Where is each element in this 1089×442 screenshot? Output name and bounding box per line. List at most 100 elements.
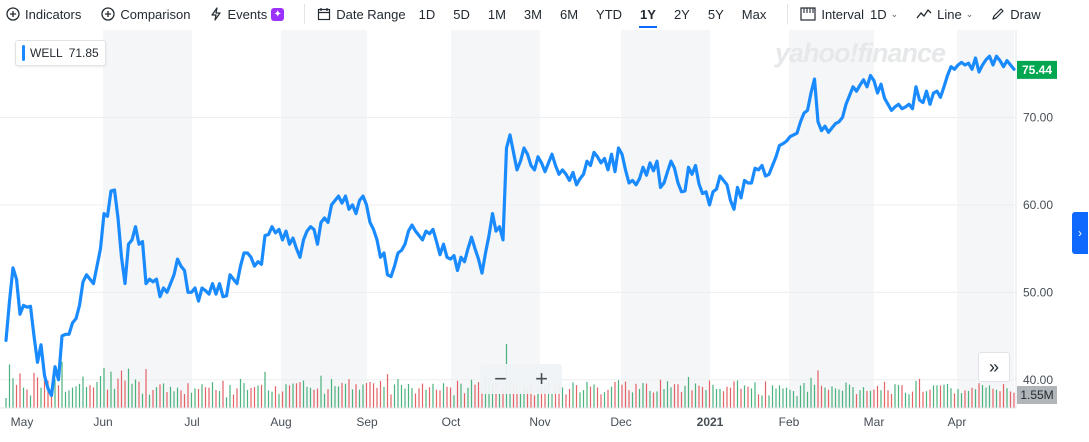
volume-bar bbox=[159, 384, 161, 408]
volume-bar bbox=[852, 387, 854, 408]
volume-bar bbox=[204, 387, 207, 408]
volume-bar bbox=[673, 384, 676, 408]
volume-bar bbox=[285, 384, 287, 408]
volume-bar bbox=[362, 384, 364, 408]
volume-bar bbox=[418, 388, 420, 408]
date-range-button[interactable]: Date Range bbox=[317, 6, 406, 22]
volume-bar bbox=[554, 385, 557, 408]
volume-bar bbox=[323, 393, 326, 408]
volume-bar bbox=[117, 378, 119, 408]
volume-bar bbox=[663, 388, 665, 408]
x-tick-label: Dec bbox=[610, 415, 631, 429]
volume-bar bbox=[943, 384, 945, 408]
volume-bar bbox=[54, 379, 56, 408]
volume-bar bbox=[929, 389, 931, 408]
volume-bar bbox=[201, 384, 203, 408]
range-selector: 1D 5D 1M 3M 6M YTD 1Y 2Y 5Y Max bbox=[410, 0, 776, 28]
volume-bar bbox=[463, 393, 466, 408]
range-1m[interactable]: 1M bbox=[487, 6, 506, 22]
volume-bar bbox=[666, 381, 669, 408]
y-tick-label: 60.00 bbox=[1023, 198, 1053, 212]
volume-bar bbox=[719, 388, 721, 408]
volume-bar bbox=[946, 383, 949, 408]
volume-bar bbox=[456, 380, 459, 408]
volume-bar bbox=[803, 382, 805, 408]
volume-bar bbox=[379, 381, 382, 408]
range-2y[interactable]: 2Y bbox=[673, 6, 690, 22]
price-chart[interactable]: 70.00 60.00 50.00 40.00 May Jun Jul Aug Sep Oct N… bbox=[0, 30, 1089, 442]
volume-bar bbox=[187, 383, 189, 408]
interval-value: 1D bbox=[869, 6, 887, 22]
volume-bar bbox=[449, 387, 452, 408]
volume-bar bbox=[194, 388, 196, 408]
volume-bar bbox=[134, 379, 137, 408]
scroll-forward-button[interactable]: » bbox=[978, 352, 1010, 382]
volume-bar bbox=[547, 382, 550, 408]
zoom-controls: − + bbox=[480, 364, 562, 394]
volume-bar bbox=[467, 387, 469, 408]
volume-bar bbox=[747, 386, 749, 408]
chart-type-button[interactable]: Line ⌄ bbox=[916, 7, 973, 22]
draw-button[interactable]: Draw bbox=[991, 7, 1041, 22]
range-1d[interactable]: 1D bbox=[418, 6, 436, 22]
volume-bar bbox=[974, 389, 977, 408]
chevron-down-icon: ⌄ bbox=[965, 8, 974, 19]
volume-bar bbox=[936, 385, 938, 408]
range-5d[interactable]: 5D bbox=[453, 6, 470, 22]
volume-bar bbox=[386, 374, 389, 408]
x-tick-label: Feb bbox=[779, 415, 800, 429]
volume-bar bbox=[148, 394, 151, 408]
volume-bar bbox=[768, 395, 770, 408]
events-badge-icon: ✦ bbox=[271, 7, 285, 21]
volume-bar bbox=[999, 391, 1001, 408]
range-max[interactable]: Max bbox=[741, 6, 767, 22]
volume-bar bbox=[411, 388, 413, 408]
volume-bar bbox=[918, 378, 921, 408]
indicators-label: Indicators bbox=[25, 6, 82, 22]
month-band bbox=[957, 30, 1014, 408]
volume-bar bbox=[222, 380, 224, 408]
volume-bar bbox=[859, 390, 861, 408]
y-tick-label: 70.00 bbox=[1023, 110, 1053, 124]
yahoo-finance-watermark: yahoo!finance bbox=[775, 38, 946, 68]
volume-bar bbox=[694, 383, 697, 408]
volume-bar bbox=[57, 385, 60, 408]
volume-bar bbox=[64, 391, 67, 408]
date-range-label: Date Range bbox=[336, 6, 406, 22]
comparison-button[interactable]: Comparison bbox=[101, 7, 190, 22]
volume-bar bbox=[869, 390, 872, 408]
legend-color-swatch bbox=[22, 45, 25, 61]
volume-bar bbox=[680, 391, 683, 408]
volume-bar bbox=[628, 390, 630, 408]
range-3m[interactable]: 3M bbox=[523, 6, 542, 22]
volume-bar bbox=[36, 377, 39, 408]
volume-bar bbox=[414, 393, 417, 408]
symbol-legend[interactable]: WELL 71.85 bbox=[15, 40, 106, 66]
volume-bar bbox=[778, 385, 781, 408]
range-6m[interactable]: 6M bbox=[559, 6, 579, 22]
events-button[interactable]: Events ✦ bbox=[210, 7, 285, 22]
chart-toolbar: Indicators Comparison Events ✦ Date Rang… bbox=[0, 0, 1089, 28]
x-tick-label: 2021 bbox=[697, 415, 724, 429]
indicators-button[interactable]: Indicators bbox=[6, 7, 81, 22]
volume-bar bbox=[390, 394, 392, 408]
volume-bar bbox=[78, 383, 81, 408]
volume-bar bbox=[124, 380, 126, 408]
range-1y[interactable]: 1Y bbox=[631, 0, 665, 28]
volume-bar bbox=[981, 385, 984, 408]
volume-bar bbox=[239, 378, 242, 408]
volume-bar bbox=[817, 370, 819, 408]
volume-bar bbox=[260, 384, 263, 408]
zoom-in-button[interactable]: + bbox=[535, 366, 548, 391]
side-panel-toggle[interactable]: › bbox=[1072, 212, 1088, 254]
interval-button[interactable]: Interval 1D ⌄ bbox=[800, 7, 898, 22]
volume-bar bbox=[180, 390, 182, 408]
zoom-out-button[interactable]: − bbox=[494, 366, 507, 391]
range-ytd[interactable]: YTD bbox=[596, 6, 623, 22]
volume-bar bbox=[421, 383, 424, 408]
volume-bar bbox=[120, 370, 123, 408]
volume-bar bbox=[103, 367, 105, 408]
x-tick-label: Aug bbox=[270, 415, 291, 429]
volume-bar bbox=[43, 378, 46, 408]
range-5y[interactable]: 5Y bbox=[707, 6, 724, 22]
